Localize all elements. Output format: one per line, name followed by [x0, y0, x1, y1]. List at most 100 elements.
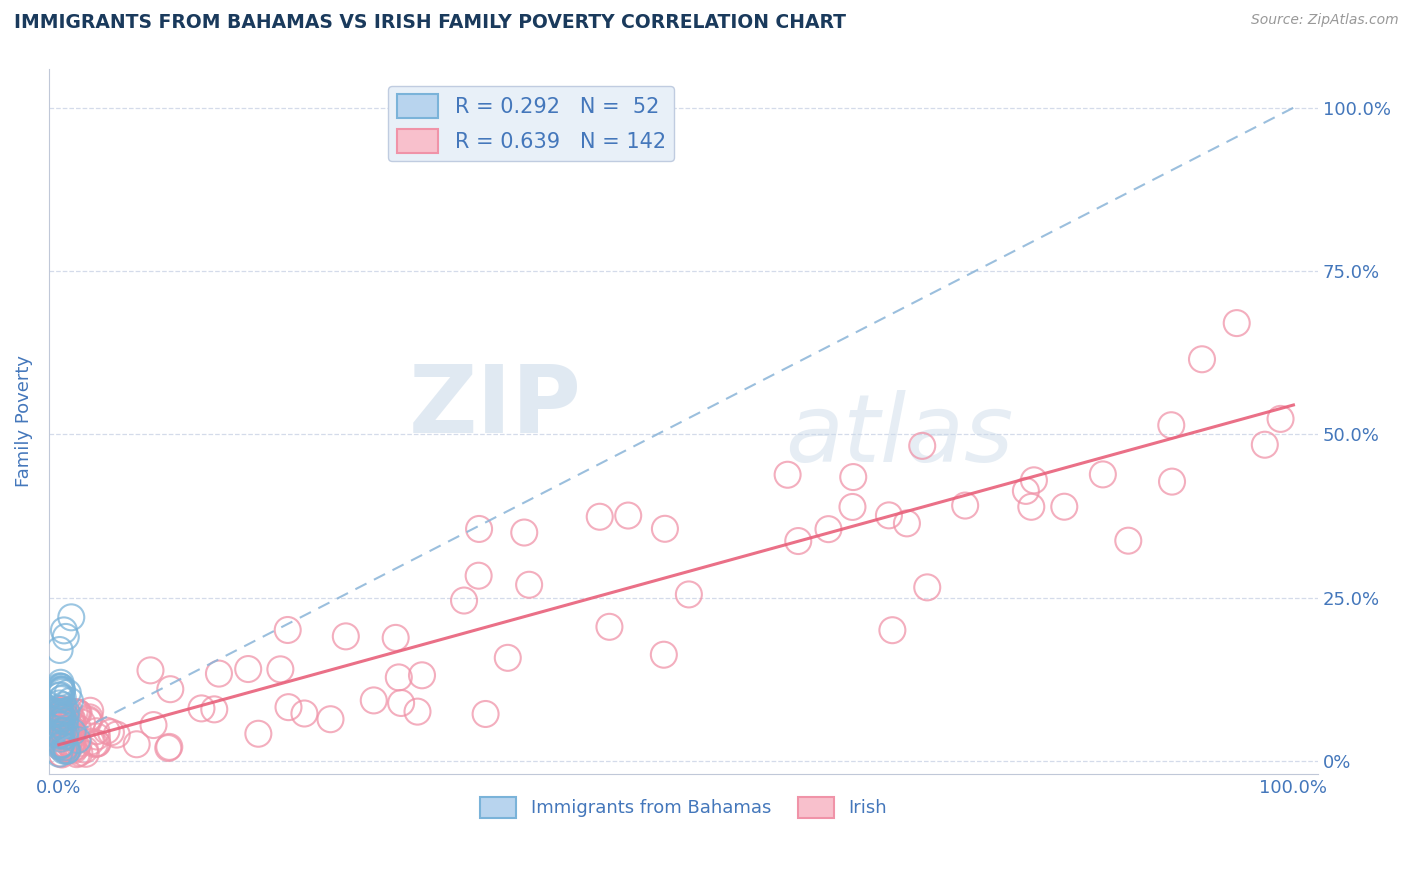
Point [86, 730, 108, 744]
Point [60, 712, 83, 726]
Point [776, 467, 799, 482]
Point [157, 739, 180, 754]
Point [79, 710, 101, 724]
Y-axis label: Family Poverty: Family Poverty [15, 355, 32, 487]
Point [55, 704, 77, 718]
Point [678, 587, 700, 601]
Point [598, 620, 620, 634]
Point [589, 509, 612, 524]
Point [915, 580, 938, 594]
Point [52, 711, 75, 725]
Point [55, 744, 77, 758]
Point [247, 727, 270, 741]
Point [52, 740, 75, 755]
Point [468, 522, 491, 536]
Point [59, 715, 82, 730]
Point [49, 706, 72, 721]
Point [51, 710, 73, 724]
Point [62, 723, 84, 737]
Point [411, 668, 433, 682]
Point [105, 728, 128, 742]
Point [52, 698, 75, 713]
Point [55, 723, 77, 738]
Point [52, 705, 75, 719]
Point [277, 623, 299, 637]
Point [77, 713, 100, 727]
Point [58, 723, 80, 738]
Point [654, 522, 676, 536]
Point [513, 525, 536, 540]
Point [517, 578, 540, 592]
Point [51, 708, 73, 723]
Point [139, 664, 162, 678]
Point [53, 710, 76, 724]
Point [51, 680, 73, 694]
Point [1161, 475, 1184, 489]
Point [59, 694, 82, 708]
Point [55, 717, 77, 731]
Point [52, 691, 75, 706]
Point [49, 738, 72, 752]
Point [238, 662, 260, 676]
Point [49, 727, 72, 741]
Point [1019, 500, 1042, 514]
Point [49, 726, 72, 740]
Point [49, 722, 72, 736]
Point [48, 747, 70, 761]
Point [49, 688, 72, 702]
Point [63, 705, 86, 719]
Point [953, 499, 976, 513]
Point [53, 729, 76, 743]
Point [56, 744, 79, 758]
Point [49, 714, 72, 729]
Point [48, 728, 70, 742]
Point [79, 704, 101, 718]
Point [48, 697, 70, 711]
Point [1022, 473, 1045, 487]
Point [49, 739, 72, 754]
Point [96, 723, 118, 738]
Point [51, 737, 73, 751]
Point [882, 623, 904, 637]
Point [208, 666, 231, 681]
Point [48, 707, 70, 722]
Point [53, 714, 76, 729]
Point [58, 705, 80, 719]
Point [51, 714, 73, 729]
Point [60, 730, 83, 744]
Point [49, 722, 72, 736]
Point [52, 739, 75, 754]
Point [49, 723, 72, 738]
Point [202, 702, 225, 716]
Point [66, 739, 89, 754]
Point [60, 736, 83, 750]
Point [56, 722, 79, 736]
Point [49, 705, 72, 719]
Point [51, 713, 73, 727]
Point [55, 723, 77, 737]
Point [52, 703, 75, 717]
Point [56, 740, 79, 755]
Point [48, 643, 70, 657]
Point [86, 737, 108, 751]
Point [159, 682, 181, 697]
Point [56, 717, 79, 731]
Point [53, 710, 76, 724]
Point [66, 747, 89, 761]
Point [652, 648, 675, 662]
Point [49, 727, 72, 741]
Point [896, 516, 918, 531]
Point [53, 711, 76, 725]
Point [406, 705, 429, 719]
Point [52, 708, 75, 723]
Legend: Immigrants from Bahamas, Irish: Immigrants from Bahamas, Irish [472, 789, 894, 825]
Point [49, 711, 72, 725]
Point [49, 724, 72, 739]
Point [1160, 418, 1182, 433]
Point [335, 629, 357, 643]
Point [496, 650, 519, 665]
Point [55, 709, 77, 723]
Point [53, 730, 76, 744]
Point [51, 737, 73, 751]
Point [125, 737, 148, 751]
